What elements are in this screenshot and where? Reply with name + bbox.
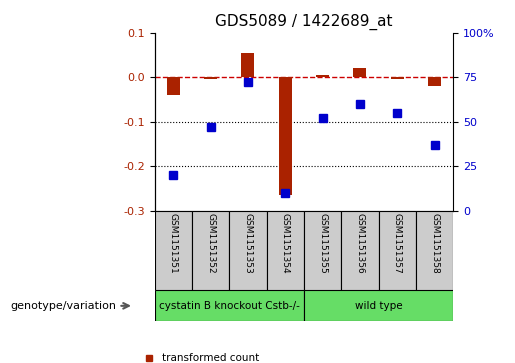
Bar <box>279 77 291 195</box>
Bar <box>341 211 379 290</box>
Bar <box>267 211 304 290</box>
Text: GSM1151353: GSM1151353 <box>244 213 252 274</box>
Text: GSM1151354: GSM1151354 <box>281 213 289 274</box>
Bar <box>316 75 329 77</box>
Bar <box>192 211 229 290</box>
Title: GDS5089 / 1422689_at: GDS5089 / 1422689_at <box>215 14 392 30</box>
Text: transformed count: transformed count <box>162 352 260 363</box>
Bar <box>304 290 453 321</box>
Text: wild type: wild type <box>355 301 402 311</box>
Bar <box>428 77 441 86</box>
Text: GSM1151352: GSM1151352 <box>206 213 215 274</box>
Bar <box>167 77 180 95</box>
Bar <box>154 211 192 290</box>
Bar <box>391 77 404 79</box>
Bar <box>379 211 416 290</box>
Text: GSM1151357: GSM1151357 <box>393 213 402 274</box>
Bar <box>229 211 267 290</box>
Bar <box>154 290 304 321</box>
Bar <box>353 68 366 77</box>
Bar <box>242 53 254 77</box>
Text: GSM1151356: GSM1151356 <box>355 213 364 274</box>
Bar <box>416 211 453 290</box>
Bar <box>204 77 217 79</box>
Text: GSM1151351: GSM1151351 <box>169 213 178 274</box>
Bar <box>304 211 341 290</box>
Text: cystatin B knockout Cstb-/-: cystatin B knockout Cstb-/- <box>159 301 300 311</box>
Text: genotype/variation: genotype/variation <box>10 301 116 311</box>
Text: GSM1151355: GSM1151355 <box>318 213 327 274</box>
Text: GSM1151358: GSM1151358 <box>430 213 439 274</box>
